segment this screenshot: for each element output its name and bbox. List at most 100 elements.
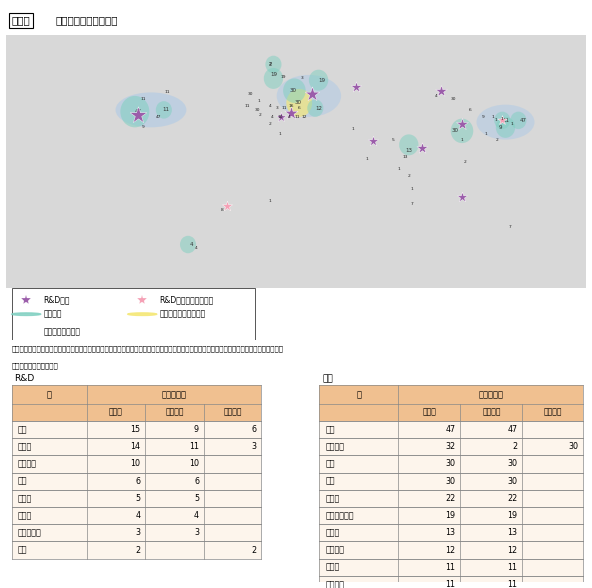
Text: 本国設置: 本国設置 xyxy=(223,408,242,417)
Text: ｉ）総合電機（重電）: ｉ）総合電機（重電） xyxy=(55,15,118,25)
Text: イタリア: イタリア xyxy=(326,546,345,554)
Text: 11: 11 xyxy=(282,106,288,110)
Text: 2: 2 xyxy=(269,122,272,126)
Text: 類型３: 類型３ xyxy=(12,15,30,25)
Text: フランス: フランス xyxy=(326,442,345,451)
Text: 4: 4 xyxy=(435,94,437,98)
Text: ドイツ: ドイツ xyxy=(18,442,32,451)
Circle shape xyxy=(264,68,283,89)
Text: 合　計: 合 計 xyxy=(109,408,123,417)
Text: 30: 30 xyxy=(289,88,296,93)
Text: 22: 22 xyxy=(507,494,517,503)
FancyBboxPatch shape xyxy=(12,385,261,404)
Text: 11: 11 xyxy=(445,563,455,572)
Text: 10: 10 xyxy=(130,459,140,469)
Text: 47: 47 xyxy=(507,425,517,434)
Text: 19: 19 xyxy=(507,511,517,520)
Text: 5: 5 xyxy=(194,494,199,503)
Text: 30: 30 xyxy=(451,98,456,101)
Text: 3: 3 xyxy=(275,106,278,110)
Text: 12: 12 xyxy=(301,115,307,119)
Text: 47: 47 xyxy=(134,109,141,114)
Text: 4: 4 xyxy=(195,246,198,250)
Text: 19: 19 xyxy=(318,78,325,83)
Text: 5: 5 xyxy=(391,138,394,142)
Text: 1: 1 xyxy=(269,199,272,203)
FancyBboxPatch shape xyxy=(319,559,583,576)
Text: 11: 11 xyxy=(165,91,170,95)
Text: 2: 2 xyxy=(136,546,140,554)
Circle shape xyxy=(287,89,312,117)
FancyBboxPatch shape xyxy=(12,542,261,559)
Text: 1: 1 xyxy=(510,122,513,126)
Point xyxy=(277,112,287,122)
Text: R&D拠点: R&D拠点 xyxy=(44,295,70,304)
Text: 1: 1 xyxy=(494,118,497,122)
Text: 15: 15 xyxy=(130,425,140,434)
Text: スウェーデン: スウェーデン xyxy=(326,511,354,520)
Text: 1: 1 xyxy=(491,115,494,119)
Circle shape xyxy=(156,101,172,119)
Text: 合　計: 合 計 xyxy=(423,408,436,417)
Text: 2: 2 xyxy=(269,62,272,66)
Text: 19: 19 xyxy=(270,72,277,78)
FancyBboxPatch shape xyxy=(319,438,583,455)
Text: 47: 47 xyxy=(445,425,455,434)
Point xyxy=(457,193,466,202)
FancyBboxPatch shape xyxy=(12,421,261,438)
Text: 11: 11 xyxy=(140,98,146,101)
Text: 生産: 生産 xyxy=(322,374,333,383)
Text: 拠　点　数: 拠 点 数 xyxy=(162,390,186,399)
Text: 11: 11 xyxy=(502,118,509,123)
Text: 30: 30 xyxy=(255,108,260,112)
Text: インド: インド xyxy=(18,494,32,503)
Text: 2: 2 xyxy=(259,113,262,117)
Circle shape xyxy=(283,78,305,103)
Text: 11: 11 xyxy=(507,563,517,572)
Text: 本国設置: 本国設置 xyxy=(543,408,562,417)
Text: 30: 30 xyxy=(452,128,459,133)
Text: 32: 32 xyxy=(445,442,455,451)
Text: 13: 13 xyxy=(445,529,455,537)
Text: 13: 13 xyxy=(403,155,408,159)
Text: 中国: 中国 xyxy=(326,477,335,486)
FancyBboxPatch shape xyxy=(12,438,261,455)
Text: ロシア: ロシア xyxy=(18,511,32,520)
Text: 生産拠点（本国設置）: 生産拠点（本国設置） xyxy=(160,310,206,319)
Text: 10: 10 xyxy=(189,459,199,469)
Text: 国: 国 xyxy=(356,390,361,399)
Text: 3: 3 xyxy=(194,529,199,537)
Point xyxy=(133,111,143,120)
Text: 30: 30 xyxy=(568,442,578,451)
Text: 6: 6 xyxy=(298,106,301,110)
Text: 1: 1 xyxy=(278,132,281,136)
Point xyxy=(457,119,466,129)
Text: 2: 2 xyxy=(252,546,256,554)
Text: 中国: 中国 xyxy=(18,477,27,486)
Point xyxy=(351,82,361,92)
Text: 他国設置: 他国設置 xyxy=(165,408,184,417)
Point xyxy=(497,116,507,125)
Text: 2: 2 xyxy=(268,62,272,67)
Circle shape xyxy=(451,119,473,143)
Text: 30: 30 xyxy=(294,101,301,105)
Text: 米国: 米国 xyxy=(326,425,335,434)
Circle shape xyxy=(494,112,510,129)
Text: 1: 1 xyxy=(411,186,413,191)
Text: 1: 1 xyxy=(485,132,488,136)
Text: 19: 19 xyxy=(281,75,286,79)
Text: 12: 12 xyxy=(315,106,322,111)
FancyBboxPatch shape xyxy=(12,473,261,490)
Text: 30: 30 xyxy=(248,92,253,96)
Circle shape xyxy=(12,313,41,316)
Point xyxy=(417,143,426,153)
Text: 3: 3 xyxy=(301,76,304,81)
Text: 3: 3 xyxy=(252,442,256,451)
Text: 6: 6 xyxy=(252,425,256,434)
FancyBboxPatch shape xyxy=(12,507,261,524)
Text: 19: 19 xyxy=(445,511,455,520)
FancyBboxPatch shape xyxy=(319,473,583,490)
FancyBboxPatch shape xyxy=(319,490,583,507)
Circle shape xyxy=(180,236,196,253)
FancyBboxPatch shape xyxy=(319,455,583,473)
